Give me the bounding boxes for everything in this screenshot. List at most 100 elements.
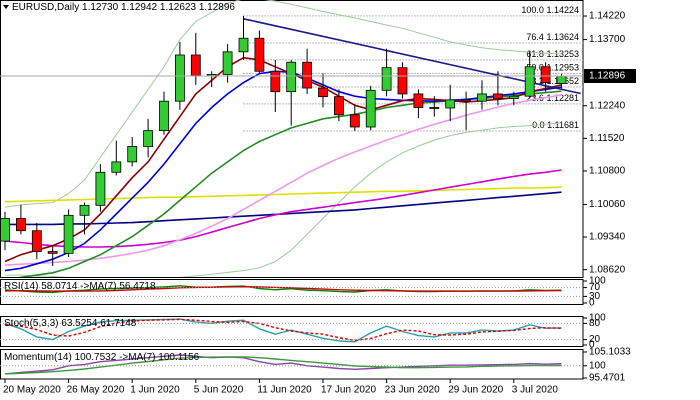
fib-price: 1.13253	[546, 49, 579, 59]
stoch-pane-border	[0, 316, 584, 347]
y-tick-label: 0	[589, 340, 595, 351]
menu-arrow-icon	[3, 5, 9, 9]
y-tick-label: 100	[589, 360, 606, 371]
candle-body	[397, 67, 408, 95]
candle-body	[190, 54, 201, 77]
candle-body	[540, 66, 551, 84]
candle-body	[254, 37, 265, 72]
candle-body	[15, 218, 26, 232]
moving-average-line	[5, 122, 562, 277]
moving-average-line	[4, 70, 562, 272]
y-tick-label: 20	[589, 334, 601, 345]
candle-body	[222, 51, 233, 75]
indicator-value: 58.0714	[41, 281, 78, 292]
candle-body	[174, 54, 185, 102]
candle-body	[461, 99, 472, 102]
y-tick-label: 100	[589, 313, 606, 324]
moving-average-line	[4, 94, 562, 266]
fib-price: 1.13624	[546, 32, 579, 42]
rsi-pane-border	[0, 279, 584, 305]
indicator-name: RSI(14)	[4, 281, 38, 292]
trendline	[243, 18, 581, 95]
candle-body	[477, 93, 487, 102]
indicator-line	[4, 354, 562, 375]
indicator-label: RSI(14) 58.0714 ->MA(7) 56.4718	[4, 281, 156, 292]
candle-body	[95, 171, 106, 206]
y-tick-label: 1.08620	[589, 264, 626, 275]
fib-level-label: 76.4 1.13624	[526, 32, 579, 42]
candle-body	[508, 95, 519, 99]
candle-body	[63, 214, 74, 254]
x-tick-label: 17 Jun 2020	[321, 385, 376, 396]
candle-body	[111, 161, 122, 173]
indicator-line	[4, 318, 562, 342]
moving-average-line	[4, 0, 562, 208]
ma-name: ->MA(7)	[80, 281, 116, 292]
candle-body	[413, 93, 424, 108]
ohlc-open: 1.12730	[82, 2, 119, 13]
fib-price: 1.11681	[547, 120, 579, 130]
moving-average-line	[4, 169, 562, 248]
ohlc-low: 1.12623	[160, 2, 197, 13]
y-tick-label: 1.11520	[589, 133, 625, 144]
x-tick-label: 11 Jun 2020	[257, 385, 312, 396]
indicator-value: 61.7148	[100, 318, 137, 329]
candle-body	[270, 70, 281, 93]
main-pane-border	[0, 0, 584, 278]
fib-level-label: 61.8 1.13253	[526, 49, 579, 59]
candle-body	[365, 89, 376, 128]
fib-price: 1.12281	[546, 93, 579, 103]
indicator-line	[4, 285, 562, 292]
indicator-plot	[4, 318, 562, 343]
fib-ratio: 50.0	[526, 63, 544, 73]
indicator-value: 63.5254	[61, 318, 98, 329]
indicator-plot	[4, 354, 562, 375]
candle-body	[492, 93, 503, 99]
indicator-label: Momentum(14) 100.7532 ->MA(7) 100.1156	[4, 352, 200, 363]
candle-body	[31, 230, 42, 252]
x-tick-label: 20 May 2020	[3, 385, 61, 396]
indicator-label: Stoch(5,3,3) 63.5254 61.7148	[4, 318, 137, 329]
candle-body	[524, 66, 535, 97]
candle-body	[333, 96, 344, 116]
indicator-plot	[4, 285, 562, 294]
indicator-value: 100.7532	[75, 352, 117, 363]
y-tick-label: 1.10060	[589, 199, 626, 210]
moving-average-line	[17, 90, 562, 277]
ohlc-close: 1.12896	[199, 2, 236, 13]
y-tick-label: 0	[589, 298, 595, 309]
indicator-name: Momentum(14)	[4, 352, 72, 363]
y-tick-label: 80	[589, 318, 601, 329]
fib-ratio: 61.8	[526, 49, 544, 59]
y-tick-label: 100	[589, 276, 606, 287]
candle-body	[556, 75, 567, 84]
x-tick-label: 3 Jul 2020	[512, 385, 559, 396]
fib-level-label: 100.0 1.14224	[521, 5, 579, 15]
ma-name: ->MA(7)	[119, 352, 155, 363]
fib-level-label: 23.6 1.12281	[526, 93, 579, 103]
candle-body	[445, 99, 456, 109]
fib-ratio: 0.0	[532, 120, 545, 130]
x-tick-label: 29 Jun 2020	[448, 385, 503, 396]
current-price-label: 1.12896	[589, 71, 626, 82]
ohlc-high: 1.12942	[121, 2, 158, 13]
indicator-line	[4, 356, 562, 375]
x-tick-label: 23 Jun 2020	[385, 385, 440, 396]
x-tick-label: 5 Jun 2020	[194, 385, 244, 396]
candle-body	[238, 37, 249, 53]
y-tick-label: 1.13700	[589, 34, 626, 45]
indicator-name: Stoch(5,3,3)	[4, 318, 58, 329]
y-tick-label: 1.12240	[589, 100, 626, 111]
candle-body	[79, 204, 90, 216]
y-tick-label: 1.09340	[589, 232, 626, 243]
momentum-pane-border	[0, 349, 584, 380]
candle-body	[127, 146, 138, 163]
y-tick-label: 1.14220	[589, 11, 626, 22]
chart-header: EURUSD,Daily 1.12730 1.12942 1.12623 1.1…	[12, 2, 235, 13]
fib-ratio: 100.0	[521, 5, 544, 15]
fib-ratio: 23.6	[526, 93, 544, 103]
current-price-box	[584, 69, 636, 84]
y-tick-label: 30	[589, 291, 601, 302]
